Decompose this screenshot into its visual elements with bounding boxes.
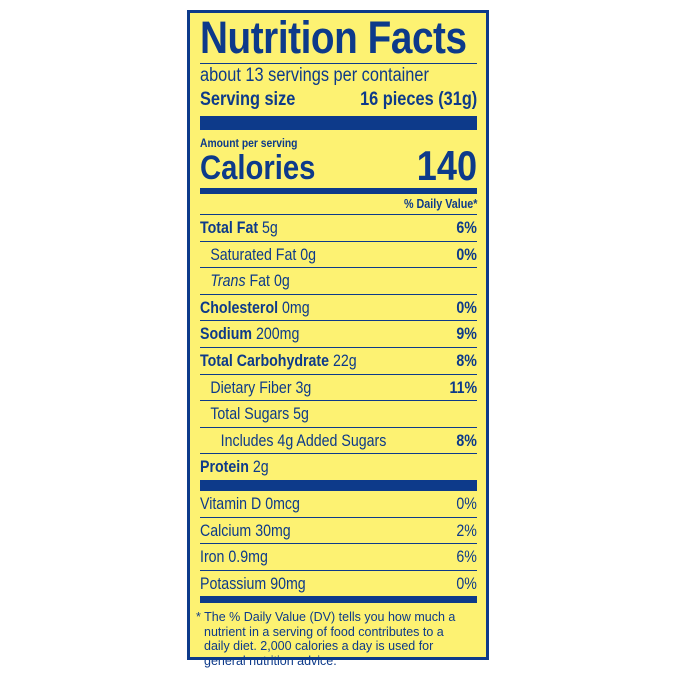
serving-size: Serving size 16 pieces (31g) xyxy=(200,89,477,110)
vitamin-row: Potassium 90mg 0% xyxy=(200,569,477,597)
nutrient-row: Total Fat 5g 6% xyxy=(200,214,477,241)
vitamin-name: Vitamin D 0mcg xyxy=(200,494,300,513)
daily-value-percent: 0% xyxy=(456,574,477,593)
calories-row: Calories 140 xyxy=(200,145,477,187)
nutrient-name: Saturated Fat 0g xyxy=(210,245,317,264)
nutrient-row: Sodium 200mg 9% xyxy=(200,320,477,347)
footnote: * The % Daily Value (DV) tells you how m… xyxy=(196,610,456,668)
amount-per-serving: Amount per serving xyxy=(200,136,298,150)
nutrient-row: Cholesterol 0mg 0% xyxy=(200,293,477,321)
nutrient-row: Includes 4g Added Sugars 8% xyxy=(200,426,477,454)
daily-value-percent: 2% xyxy=(456,521,477,540)
daily-value-percent: 0% xyxy=(456,245,477,264)
daily-value-percent: 8% xyxy=(456,431,477,450)
nutrient-name: Sodium 200mg xyxy=(200,325,300,344)
nutrient-name: Total Carbohydrate 22g xyxy=(200,351,357,370)
nutrient-row: Dietary Fiber 3g 11% xyxy=(200,373,477,401)
medium-divider xyxy=(200,188,477,194)
daily-value-percent: 0% xyxy=(456,298,477,317)
calories-label: Calories xyxy=(200,149,316,187)
vitamin-name: Calcium 30mg xyxy=(200,521,291,540)
calories-value: 140 xyxy=(416,142,477,189)
daily-value-percent: 8% xyxy=(456,351,477,370)
daily-value-header: % Daily Value* xyxy=(403,197,477,211)
nutrient-name: Includes 4g Added Sugars xyxy=(220,431,387,450)
thick-divider xyxy=(200,116,477,130)
vitamin-row: Iron 0.9mg 6% xyxy=(200,543,477,570)
nutrient-row: Total Sugars 5g xyxy=(200,400,477,427)
nutrient-name: Total Fat 5g xyxy=(200,219,278,237)
daily-value-percent: 11% xyxy=(449,378,477,397)
daily-value-percent: 9% xyxy=(456,325,477,344)
vitamin-row: Vitamin D 0mcg 0% xyxy=(200,491,477,517)
nutrient-name: Cholesterol 0mg xyxy=(200,298,310,317)
thick-divider xyxy=(200,596,477,604)
nutrition-facts-label: Nutrition Facts about 13 servings per co… xyxy=(187,10,489,668)
vitamin-name: Iron 0.9mg xyxy=(200,548,268,567)
daily-value-percent: 0% xyxy=(456,494,477,513)
nutrient-name: Trans Fat 0g xyxy=(210,272,290,291)
servings-per-container: about 13 servings per container xyxy=(200,65,429,86)
nutrient-name: Total Sugars 5g xyxy=(210,405,309,424)
nutrient-row: Total Carbohydrate 22g 8% xyxy=(200,346,477,374)
nutrient-row: Trans Fat 0g xyxy=(200,267,477,294)
label-title: Nutrition Facts xyxy=(200,12,467,63)
divider xyxy=(200,63,477,64)
daily-value-percent: 6% xyxy=(456,548,477,567)
thick-divider xyxy=(200,479,477,491)
vitamin-row: Calcium 30mg 2% xyxy=(200,516,477,544)
daily-value-percent: 6% xyxy=(456,219,477,237)
nutrient-row: Saturated Fat 0g 0% xyxy=(200,240,477,268)
nutrient-row: Protein 2g xyxy=(200,453,477,480)
nutrient-name: Dietary Fiber 3g xyxy=(210,378,312,397)
nutrient-name: Protein 2g xyxy=(200,458,269,477)
vitamin-name: Potassium 90mg xyxy=(200,574,306,593)
